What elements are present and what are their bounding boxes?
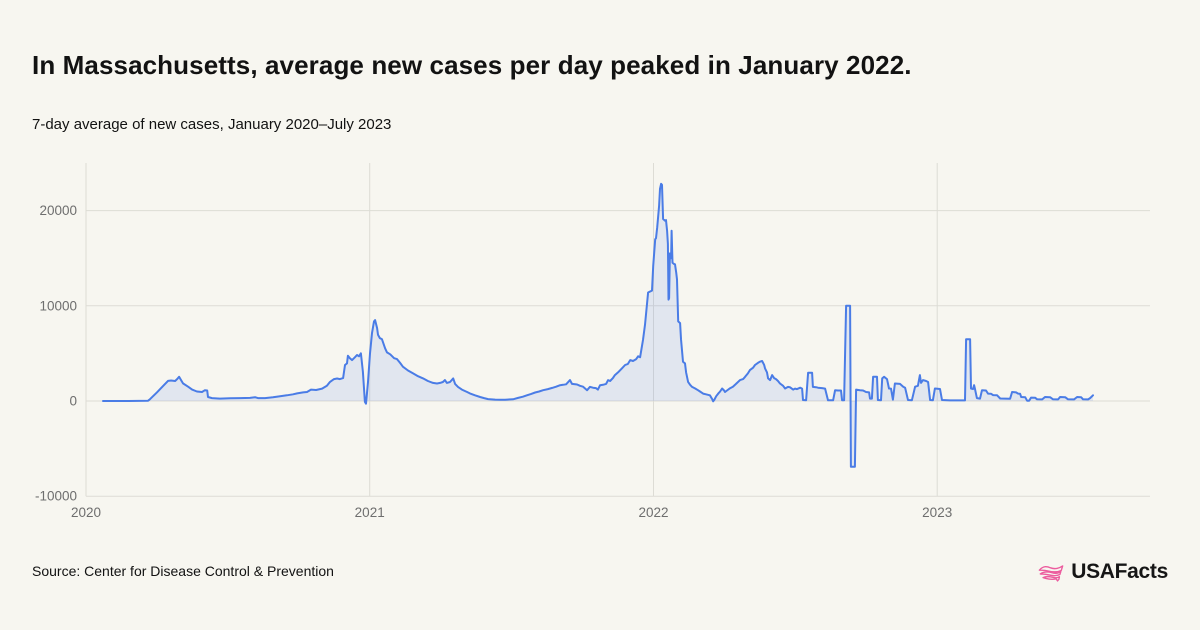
usafacts-map-icon — [1037, 562, 1065, 583]
usafacts-wordmark: USAFacts — [1071, 560, 1168, 583]
series-area-fill — [103, 183, 1093, 467]
x-tick-label: 2020 — [71, 505, 101, 520]
x-tick-label: 2021 — [355, 505, 385, 520]
y-tick-label: -10000 — [35, 489, 77, 504]
y-tick-label: 0 — [69, 394, 77, 409]
source-note: Source: Center for Disease Control & Pre… — [32, 563, 334, 579]
series-line — [102, 182, 1094, 468]
y-tick-label: 20000 — [39, 203, 77, 218]
usafacts-logo: USAFacts — [1037, 560, 1168, 584]
x-tick-label: 2023 — [922, 505, 952, 520]
y-tick-label: 10000 — [39, 298, 77, 313]
x-tick-label: 2022 — [638, 505, 668, 520]
chart-subtitle: 7-day average of new cases, January 2020… — [32, 116, 392, 133]
chart-title: In Massachusetts, average new cases per … — [32, 50, 912, 80]
